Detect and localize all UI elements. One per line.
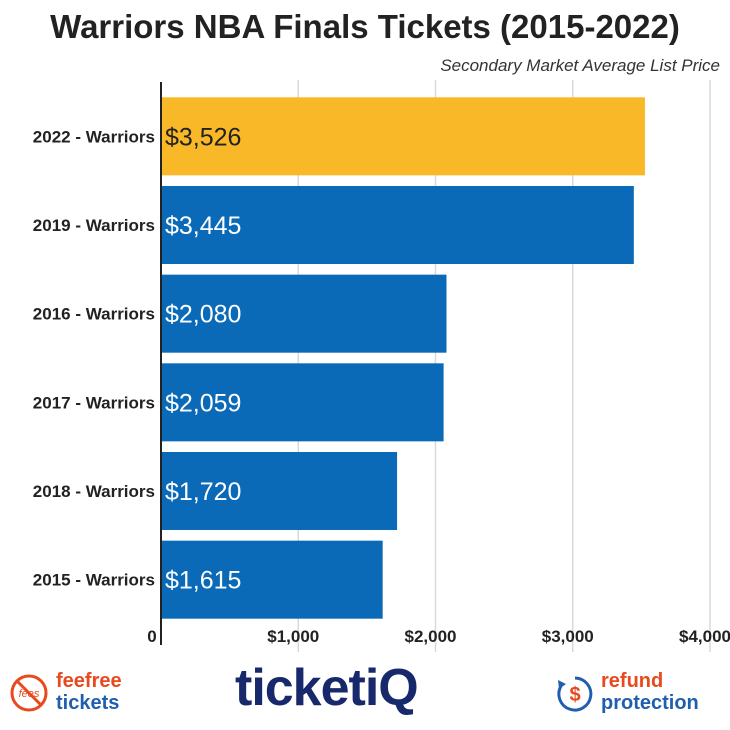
- refund-dollar-icon: $: [557, 676, 593, 712]
- footer: fees feefree tickets ticketiQ $ refund p…: [0, 659, 730, 730]
- ticketiq-logo: ticketiQ: [235, 659, 505, 728]
- feefree-label: feefree: [56, 670, 122, 692]
- bar: [161, 363, 444, 442]
- value-label: $1,720: [165, 478, 241, 506]
- chart-title: Warriors NBA Finals Tickets (2015-2022): [50, 8, 680, 45]
- refund-protection-logo: $ refund protection: [555, 670, 730, 720]
- bar-chart: 2022 - Warriors $3,526 2019 - Warriors $3,4…: [33, 80, 730, 652]
- category-label: 2017 - Warriors: [33, 393, 155, 412]
- protection-label: protection: [601, 692, 699, 714]
- tickets-label: tickets: [56, 692, 120, 714]
- value-label: $2,059: [165, 389, 241, 417]
- bar: [161, 185, 634, 265]
- no-fees-icon: fees: [10, 674, 48, 712]
- bar: [161, 97, 645, 176]
- category-label: 2022 - Warriors: [33, 127, 155, 146]
- bar: [161, 274, 447, 353]
- category-label: 2015 - Warriors: [33, 571, 155, 590]
- x-tick-label: $1,000: [267, 627, 319, 646]
- chart-subtitle: Secondary Market Average List Price: [440, 56, 720, 75]
- value-label: $2,080: [165, 301, 241, 329]
- fees-badge-text: fees: [19, 688, 40, 700]
- category-label: 2019 - Warriors: [33, 216, 155, 235]
- x-tick-label: $2,000: [405, 627, 457, 646]
- svg-text:$: $: [569, 684, 580, 706]
- x-tick-label: 0: [147, 627, 156, 646]
- ticketiq-wordmark: ticketiQ: [235, 659, 419, 717]
- value-label: $3,445: [165, 212, 241, 240]
- feefree-tickets-logo: fees feefree tickets: [8, 670, 158, 720]
- category-label: 2016 - Warriors: [33, 305, 155, 324]
- x-tick-label: $3,000: [542, 627, 594, 646]
- x-tick-label: $4,000: [679, 627, 730, 646]
- refund-label: refund: [601, 670, 664, 692]
- bar: [161, 451, 398, 531]
- category-label: 2018 - Warriors: [33, 482, 155, 501]
- value-label: $1,615: [165, 567, 241, 595]
- value-label: $3,526: [165, 123, 241, 151]
- bar: [161, 540, 383, 619]
